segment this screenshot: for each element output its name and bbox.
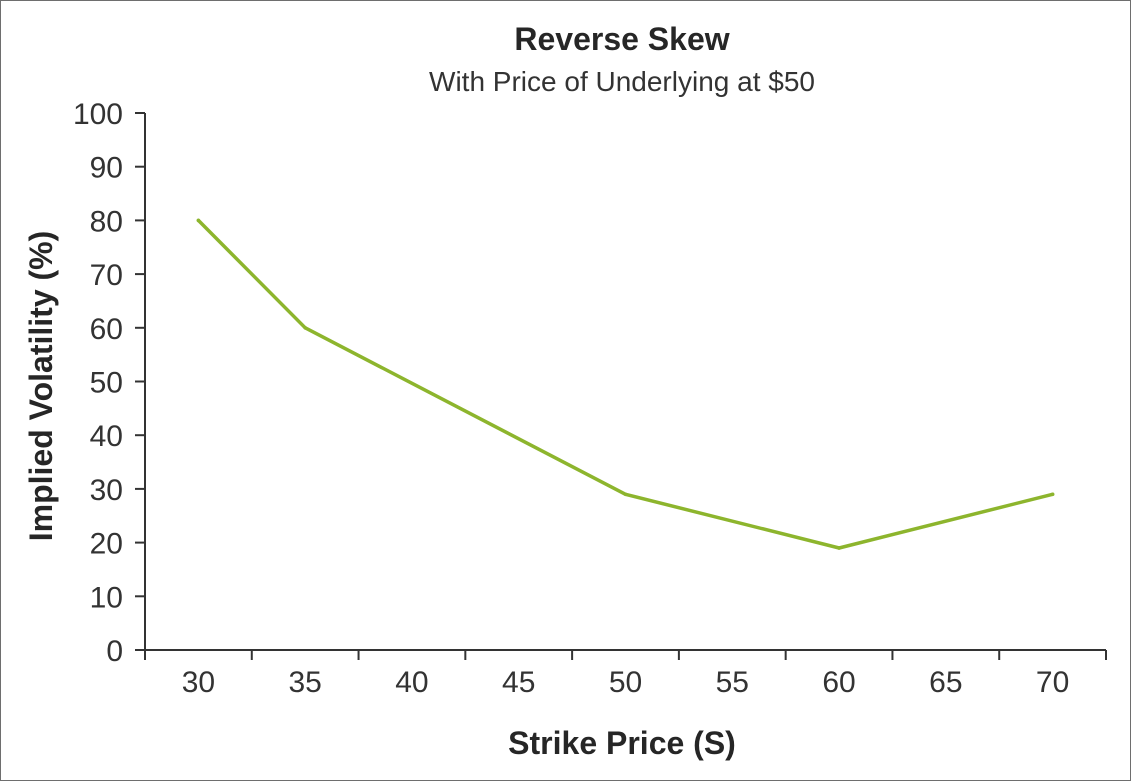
data-point (196, 218, 201, 223)
x-tick-label: 45 (502, 666, 535, 699)
chart-subtitle: With Price of Underlying at $50 (429, 66, 815, 97)
x-tick-label: 40 (395, 666, 428, 699)
y-tick-label: 30 (90, 474, 123, 507)
x-tick-label: 65 (929, 666, 962, 699)
data-point (837, 546, 841, 550)
y-tick-label: 10 (90, 581, 123, 614)
series-line (196, 218, 1055, 550)
y-tick-label: 20 (90, 528, 123, 561)
x-tick-label: 55 (716, 666, 749, 699)
x-tick-label: 30 (182, 666, 215, 699)
data-point (623, 492, 628, 497)
y-tick-label: 80 (90, 205, 123, 238)
y-axis-title: Implied Volatility (%) (23, 231, 59, 542)
y-tick-label: 90 (90, 152, 123, 185)
y-tick-label: 50 (90, 367, 123, 400)
y-tick-label: 40 (90, 420, 123, 453)
y-tick-label: 70 (90, 259, 123, 292)
data-point (303, 326, 307, 330)
x-tick-label: 60 (822, 666, 855, 699)
x-axis: 30 35 40 45 50 55 60 65 70 (144, 649, 1107, 699)
y-tick-label: 60 (90, 313, 123, 346)
x-tick-label: 35 (288, 666, 321, 699)
chart-title: Reverse Skew (514, 21, 729, 57)
data-point (1050, 492, 1055, 497)
y-axis: 0 10 20 30 40 50 60 70 80 90 100 (73, 98, 146, 668)
x-tick-label: 50 (609, 666, 642, 699)
y-tick-label: 100 (73, 98, 123, 131)
x-tick-label: 70 (1036, 666, 1069, 699)
x-axis-title: Strike Price (S) (508, 725, 736, 761)
series-area (196, 218, 1055, 550)
y-tick-label: 0 (106, 635, 123, 668)
